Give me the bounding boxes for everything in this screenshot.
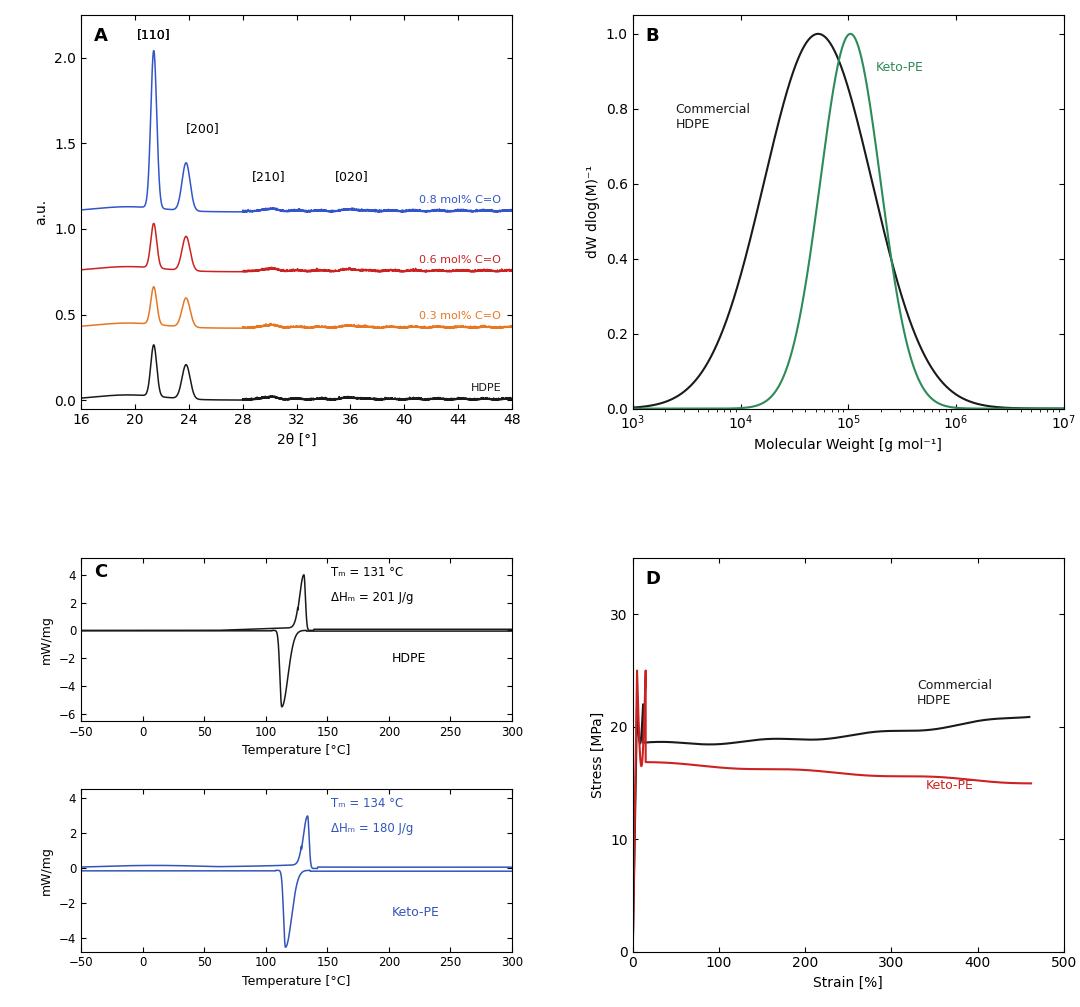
Y-axis label: Stress [MPa]: Stress [MPa]: [591, 712, 605, 798]
Y-axis label: a.u.: a.u.: [35, 198, 49, 225]
Text: [110]: [110]: [137, 28, 171, 40]
Text: [200]: [200]: [186, 122, 220, 135]
Text: A: A: [94, 27, 108, 45]
Text: Tₘ = 134 °C: Tₘ = 134 °C: [330, 798, 403, 811]
Text: Keto-PE: Keto-PE: [391, 906, 440, 919]
Text: Keto-PE: Keto-PE: [876, 61, 923, 75]
Text: 0.8 mol% C=O: 0.8 mol% C=O: [419, 195, 501, 205]
Text: Keto-PE: Keto-PE: [926, 778, 974, 792]
Y-axis label: mW/mg: mW/mg: [40, 615, 53, 664]
Text: 0.6 mol% C=O: 0.6 mol% C=O: [419, 255, 501, 265]
X-axis label: 2θ [°]: 2θ [°]: [276, 433, 316, 447]
Text: Commercial
HDPE: Commercial HDPE: [917, 680, 993, 707]
Text: 0.3 mol% C=O: 0.3 mol% C=O: [419, 311, 501, 321]
Text: ΔHₘ = 180 J/g: ΔHₘ = 180 J/g: [330, 822, 414, 835]
X-axis label: Temperature [°C]: Temperature [°C]: [242, 744, 351, 757]
Text: ΔHₘ = 201 J/g: ΔHₘ = 201 J/g: [330, 591, 414, 603]
X-axis label: Strain [%]: Strain [%]: [813, 976, 883, 990]
Y-axis label: mW/mg: mW/mg: [40, 846, 53, 895]
Text: HDPE: HDPE: [391, 653, 426, 666]
Text: [110]: [110]: [137, 28, 171, 40]
Text: Tₘ = 131 °C: Tₘ = 131 °C: [330, 566, 403, 579]
Y-axis label: dW dlog(M)⁻¹: dW dlog(M)⁻¹: [586, 165, 600, 259]
Text: HDPE: HDPE: [471, 384, 501, 393]
Text: [020]: [020]: [335, 170, 368, 182]
Text: C: C: [94, 563, 107, 581]
X-axis label: Temperature [°C]: Temperature [°C]: [242, 975, 351, 988]
Text: [210]: [210]: [252, 170, 285, 182]
Text: B: B: [646, 27, 659, 45]
Text: Commercial
HDPE: Commercial HDPE: [676, 103, 751, 131]
Text: D: D: [646, 570, 661, 588]
X-axis label: Molecular Weight [g mol⁻¹]: Molecular Weight [g mol⁻¹]: [754, 438, 942, 451]
